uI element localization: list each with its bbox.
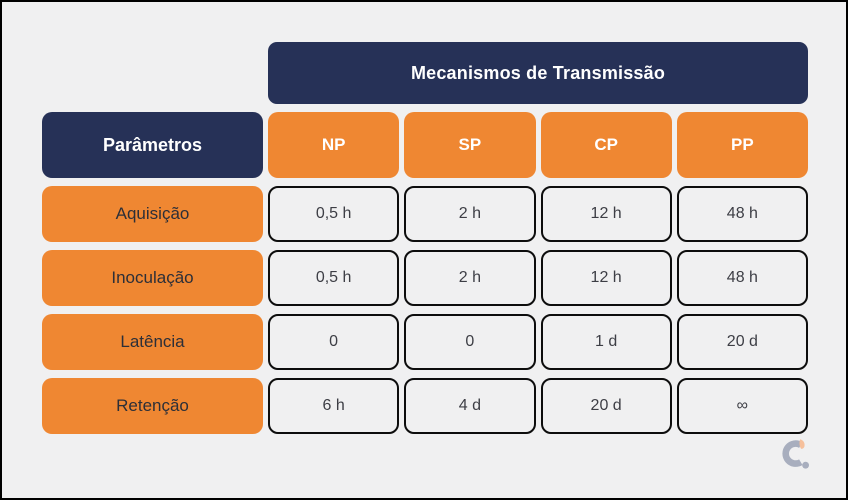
row-header-parametros: Parâmetros	[42, 112, 263, 178]
cell-latencia-sp: 0	[404, 314, 536, 370]
row-label-inoculacao: Inoculação	[42, 250, 263, 306]
cell-aquisicao-np: 0,5 h	[268, 186, 400, 242]
cell-inoculacao-sp: 2 h	[404, 250, 536, 306]
cell-retencao-cp: 20 d	[540, 378, 672, 434]
transmission-table: Mecanismos de Transmissão Parâmetros NP …	[42, 42, 808, 434]
table-title: Mecanismos de Transmissão	[268, 42, 808, 104]
cell-aquisicao-sp: 2 h	[404, 186, 536, 242]
row-label-latencia: Latência	[42, 314, 263, 370]
cell-aquisicao-pp: 48 h	[676, 186, 808, 242]
column-header-sp: SP	[404, 112, 536, 178]
cell-latencia-pp: 20 d	[676, 314, 808, 370]
corner-spacer	[42, 42, 263, 104]
cell-inoculacao-pp: 48 h	[676, 250, 808, 306]
cell-latencia-np: 0	[268, 314, 400, 370]
cell-retencao-np: 6 h	[268, 378, 400, 434]
row-label-aquisicao: Aquisição	[42, 186, 263, 242]
cell-retencao-pp: ∞	[676, 378, 808, 434]
c-dot-logo-icon	[782, 439, 809, 469]
column-header-np: NP	[268, 112, 400, 178]
row-label-retencao: Retenção	[42, 378, 263, 434]
cell-aquisicao-cp: 12 h	[540, 186, 672, 242]
column-header-cp: CP	[540, 112, 672, 178]
cell-inoculacao-cp: 12 h	[540, 250, 672, 306]
column-header-pp: PP	[676, 112, 808, 178]
cell-retencao-sp: 4 d	[404, 378, 536, 434]
cell-latencia-cp: 1 d	[540, 314, 672, 370]
cell-inoculacao-np: 0,5 h	[268, 250, 400, 306]
